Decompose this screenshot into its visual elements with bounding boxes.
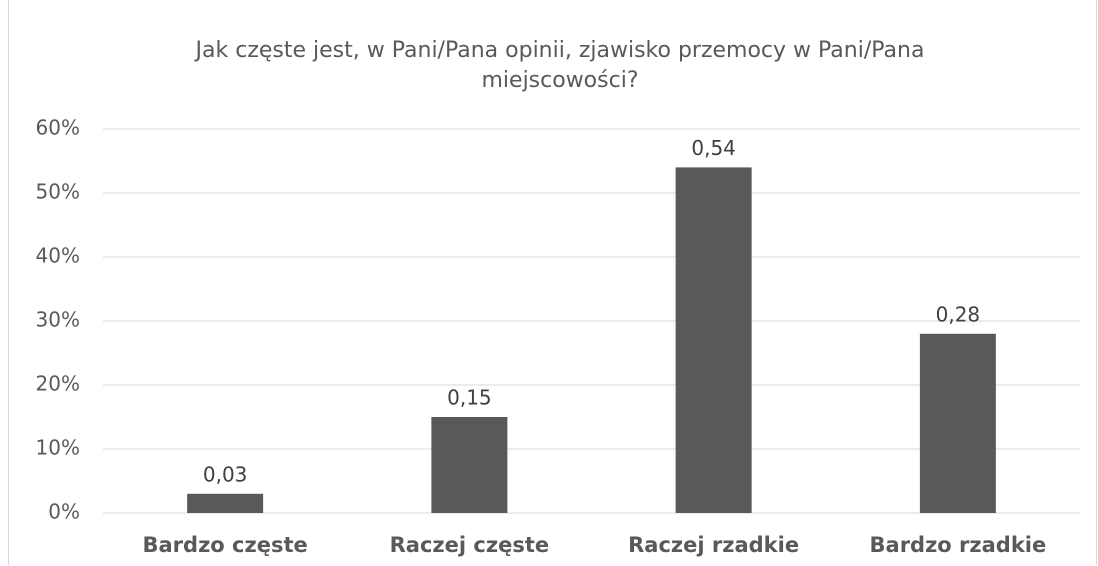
chart-frame: [8, 0, 1097, 565]
x-tick-label: Raczej częste: [390, 533, 549, 557]
bar: [431, 417, 508, 513]
x-tick-label: Raczej rzadkie: [628, 533, 799, 557]
chart-title: Jak częste jest, w Pani/Pana opinii, zja…: [195, 38, 925, 93]
x-tick-label: Bardzo rzadkie: [870, 533, 1047, 557]
y-tick-label: 40%: [36, 244, 80, 268]
y-tick-label: 50%: [36, 180, 80, 204]
value-label: 0,15: [447, 386, 492, 410]
value-label: 0,54: [691, 136, 736, 160]
y-tick-label: 60%: [36, 116, 80, 140]
y-tick-label: 10%: [36, 436, 80, 460]
value-label: 0,03: [203, 462, 248, 486]
value-label: 0,28: [936, 302, 981, 326]
bar: [187, 493, 264, 513]
x-tick-label: Bardzo częste: [143, 533, 308, 557]
y-tick-label: 0%: [48, 500, 80, 524]
bar: [919, 333, 996, 513]
bar: [675, 167, 752, 513]
y-tick-label: 30%: [36, 308, 80, 332]
y-tick-label: 20%: [36, 372, 80, 396]
